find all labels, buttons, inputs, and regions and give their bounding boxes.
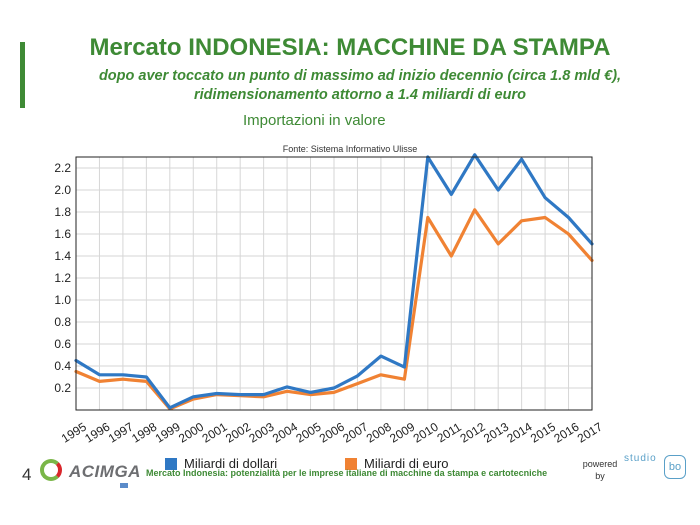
- y-axis-ticks: 0.2 0.4 0.6 0.8 1.0 1.2 1.4 1.6 1.8 2.0 2.2: [54, 161, 71, 395]
- page-number: 4: [22, 465, 32, 484]
- legend-label-dollars: Miliardi di dollari: [184, 456, 278, 471]
- studio-logo-text: studio: [624, 453, 657, 464]
- acimga-logo-icon: [40, 459, 62, 481]
- y-tick-label: 1.8: [54, 205, 71, 219]
- x-axis-ticks: 1995199619971998199920002001200220032004…: [59, 419, 605, 445]
- page-subtitle: dopo aver toccato un punto di massimo ad…: [60, 67, 660, 105]
- legend-swatch-dollars: [165, 457, 177, 470]
- powered-by: powered by: [580, 458, 620, 482]
- page-title: Mercato INDONESIA: MACCHINE DA STAMPA: [89, 34, 611, 61]
- y-tick-label: 1.6: [54, 227, 71, 241]
- studio-logo-box: bo: [664, 455, 686, 479]
- y-tick-label: 1.4: [54, 249, 71, 263]
- y-tick-label: 0.4: [54, 359, 71, 373]
- y-tick-label: 1.0: [54, 293, 71, 307]
- legend-item-euro: Miliardi di euro: [345, 456, 449, 471]
- acimga-logo-text: ACIMGA: [69, 462, 141, 481]
- y-tick-label: 0.2: [54, 381, 71, 395]
- x-tick-label: 2017: [575, 419, 605, 445]
- logo-sub-mark: [120, 483, 128, 488]
- chart-source: Fonte: Sistema Informativo Ulisse: [282, 144, 418, 154]
- powered-line-2: by: [595, 471, 605, 481]
- y-tick-label: 2.2: [54, 161, 71, 175]
- accent-bar: [20, 42, 25, 108]
- chart-heading: Importazioni in valore: [243, 112, 386, 129]
- y-tick-label: 2.0: [54, 183, 71, 197]
- legend-item-dollars: Miliardi di dollari: [165, 456, 277, 471]
- plot-frame: [75, 156, 593, 411]
- y-tick-label: 0.6: [54, 337, 71, 351]
- series-line-dollars: [74, 153, 594, 410]
- y-tick-label: 1.2: [54, 271, 71, 285]
- footer-text: Mercato Indonesia: potenzialità per le i…: [146, 468, 548, 478]
- chart-grid: [75, 157, 593, 410]
- subtitle-line-2: ridimensionamento attorno a 1.4 miliardi…: [194, 87, 526, 103]
- legend-label-euro: Miliardi di euro: [364, 456, 449, 471]
- powered-line-1: powered: [582, 459, 618, 469]
- subtitle-line-1: dopo aver toccato un punto di massimo ad…: [98, 68, 622, 84]
- legend-swatch-euro: [345, 457, 357, 470]
- series-lines: [74, 153, 594, 411]
- y-tick-label: 0.8: [54, 315, 71, 329]
